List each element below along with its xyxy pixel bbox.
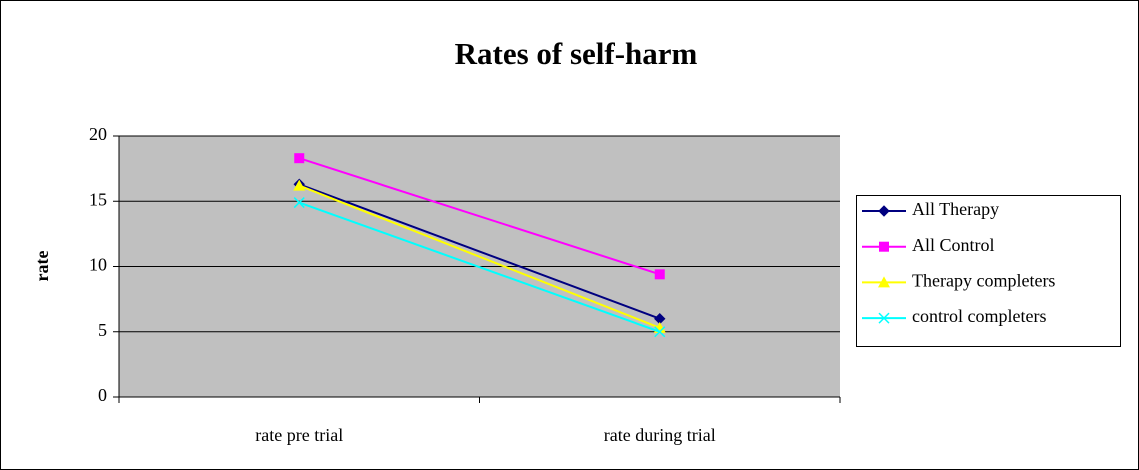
marker: [878, 276, 890, 288]
series-line: [298, 183, 661, 320]
marker: [878, 312, 890, 324]
legend-label: All Therapy: [912, 199, 999, 219]
legend-label: All Control: [912, 235, 995, 255]
marker: [878, 205, 890, 217]
legend-box: [856, 195, 1121, 347]
marker: [879, 241, 889, 252]
legend-label: control completers: [912, 306, 1046, 326]
marker: [293, 197, 305, 209]
y-tick-label: 15: [89, 189, 107, 209]
legend-label: Therapy completers: [912, 271, 1055, 291]
y-axis-label: rate: [32, 251, 52, 282]
series-line: [298, 201, 661, 333]
series-line: [298, 157, 661, 276]
marker: [293, 179, 306, 191]
marker: [654, 269, 665, 280]
y-tick-label: 0: [98, 385, 107, 405]
marker: [294, 153, 305, 164]
y-tick-label: 20: [89, 124, 107, 144]
y-tick-label: 5: [98, 320, 107, 340]
x-tick-label: rate pre trial: [255, 425, 343, 445]
series-line: [298, 184, 661, 329]
marker: [654, 326, 666, 338]
y-tick-label: 10: [89, 255, 107, 275]
x-tick-label: rate during trial: [604, 425, 716, 445]
chart-title: Rates of self-harm: [455, 36, 698, 71]
